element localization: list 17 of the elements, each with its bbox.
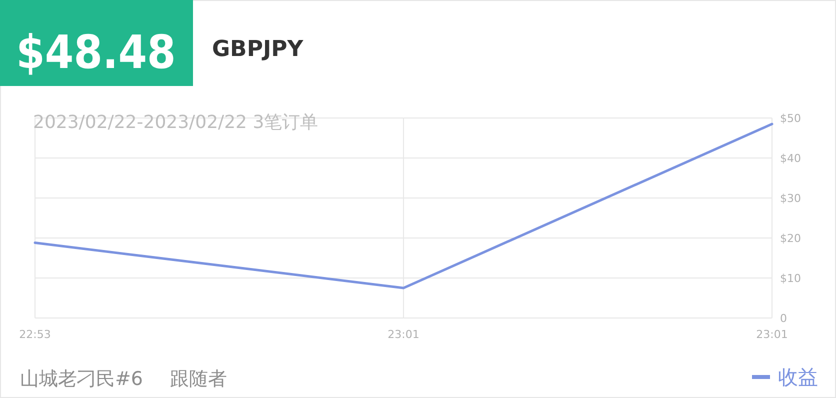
- chart-title: $48.48: [16, 25, 176, 79]
- legend: 收益: [752, 365, 818, 389]
- ytick: $30: [780, 192, 801, 205]
- ytick: $40: [780, 152, 801, 165]
- ytick: $50: [780, 112, 801, 125]
- legend-label: 收益: [778, 365, 818, 389]
- annotation: 山城老刁民#6: [20, 368, 144, 390]
- annotation: 跟随者: [170, 368, 227, 390]
- xtick: 23:01: [756, 328, 788, 341]
- ytick: 0: [780, 312, 787, 325]
- ytick: $20: [780, 232, 801, 245]
- xtick: 22:53: [19, 328, 51, 341]
- title: $48.48: [0, 0, 193, 86]
- subtitle: GBPJPY: [212, 37, 304, 62]
- annotation: 2023/02/22-2023/02/22 3笔订单: [33, 112, 318, 133]
- ytick: $10: [780, 272, 801, 285]
- xtick: 23:01: [388, 328, 420, 341]
